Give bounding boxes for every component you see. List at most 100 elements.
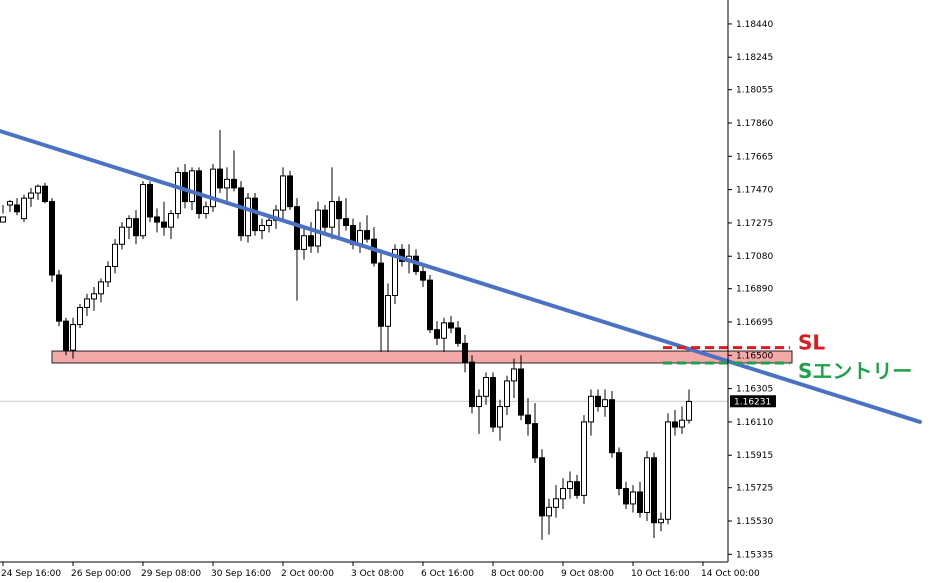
- candle-body-bear: [533, 424, 538, 458]
- candle: [631, 485, 636, 512]
- y-tick-label: 1.18440: [736, 20, 773, 30]
- candle: [533, 403, 538, 463]
- sl-label: SL: [798, 331, 825, 355]
- x-tick-label: 24 Sep 16:00: [1, 569, 61, 579]
- candle-body-bear: [239, 188, 244, 236]
- x-tick-label: 10 Oct 16:00: [631, 569, 690, 579]
- candle-body-bear: [624, 489, 629, 504]
- candle-body-bull: [190, 171, 195, 202]
- candle-body-bull: [498, 407, 503, 427]
- candle: [260, 219, 265, 239]
- candle-body-bull: [71, 325, 76, 351]
- candle: [43, 183, 48, 203]
- candle-body-bear: [519, 369, 524, 415]
- resistance-zone: [52, 351, 792, 363]
- candles-layer: [0, 130, 792, 540]
- candle: [57, 270, 62, 326]
- candle: [456, 321, 461, 347]
- candle: [435, 321, 440, 345]
- candle: [50, 198, 55, 282]
- candle: [309, 222, 314, 253]
- candle: [568, 471, 573, 498]
- candle: [638, 482, 643, 518]
- candle-body-bull: [589, 396, 594, 422]
- candle: [176, 167, 181, 218]
- candle: [148, 181, 153, 222]
- candle: [603, 389, 608, 416]
- candle: [36, 184, 41, 199]
- candle: [120, 222, 125, 249]
- candle-body-bull: [687, 401, 692, 420]
- candle: [15, 198, 20, 215]
- candle-body-bull: [330, 202, 335, 228]
- y-tick-label: 1.16305: [736, 385, 773, 395]
- candle: [316, 202, 321, 253]
- candle: [190, 167, 195, 210]
- candle-body-bear: [148, 184, 153, 216]
- candle: [365, 215, 370, 242]
- candle-body-bear: [463, 343, 468, 362]
- candle-body-bull: [36, 186, 41, 193]
- candle-body-bear: [449, 323, 454, 328]
- candle-body-bear: [344, 219, 349, 226]
- candle: [652, 453, 657, 538]
- candle-body-bull: [127, 219, 132, 228]
- candle-body-bull: [225, 179, 230, 188]
- candle: [393, 244, 398, 304]
- candle-body-bull: [561, 489, 566, 499]
- candle: [99, 278, 104, 302]
- candle: [253, 193, 258, 236]
- candle: [554, 485, 559, 517]
- candle-body-bull: [120, 227, 125, 244]
- candle: [225, 167, 230, 205]
- y-tick-label: 1.18245: [736, 53, 773, 63]
- y-tick-label: 1.17665: [736, 152, 773, 162]
- candle-body-bull: [92, 294, 97, 299]
- candle: [617, 448, 622, 496]
- x-tick-label: 26 Sep 00:00: [71, 569, 131, 579]
- candle-body-bear: [232, 179, 237, 188]
- candle-body-bear: [673, 422, 678, 427]
- candle-body-bull: [260, 225, 265, 230]
- candle: [386, 284, 391, 352]
- candle-body-bull: [85, 299, 90, 308]
- candle: [582, 415, 587, 504]
- candle: [232, 150, 237, 191]
- candle-body-bull: [645, 458, 650, 513]
- candle-body-bear: [540, 458, 545, 516]
- candle: [491, 372, 496, 432]
- candle: [589, 389, 594, 435]
- candle-body-bear: [379, 263, 384, 326]
- candle-body-bear: [428, 280, 433, 330]
- candle-body-bear: [218, 169, 223, 188]
- candle-body-bear: [155, 217, 160, 222]
- candle-body-bear: [15, 205, 20, 212]
- candle: [673, 410, 678, 436]
- x-tick-label: 8 Oct 00:00: [491, 569, 544, 579]
- candle: [526, 398, 531, 436]
- candle: [1, 205, 6, 222]
- candle-body-bull: [512, 369, 517, 381]
- candle: [659, 512, 664, 531]
- candle-body-bull: [169, 214, 174, 228]
- candle: [484, 372, 489, 404]
- candle-body-bull: [99, 282, 104, 294]
- y-tick-label: 1.15915: [736, 451, 773, 461]
- candle: [547, 499, 552, 535]
- candle-body-bear: [43, 186, 48, 201]
- y-tick-label: 1.17860: [736, 119, 773, 129]
- y-tick-label: 1.15530: [736, 517, 773, 527]
- candle: [645, 451, 650, 521]
- candle: [505, 376, 510, 415]
- candle: [239, 181, 244, 241]
- candle-body-bull: [631, 492, 636, 504]
- candle-body-bull: [22, 198, 27, 218]
- candle-body-bear: [337, 202, 342, 219]
- candle-body-bull: [659, 519, 664, 522]
- y-tick-label: 1.15335: [736, 550, 773, 560]
- candle: [463, 335, 468, 373]
- candle-body-bull: [386, 296, 391, 327]
- candle: [323, 205, 328, 232]
- y-tick-label: 1.17080: [736, 252, 773, 262]
- candle-body-bull: [113, 244, 118, 266]
